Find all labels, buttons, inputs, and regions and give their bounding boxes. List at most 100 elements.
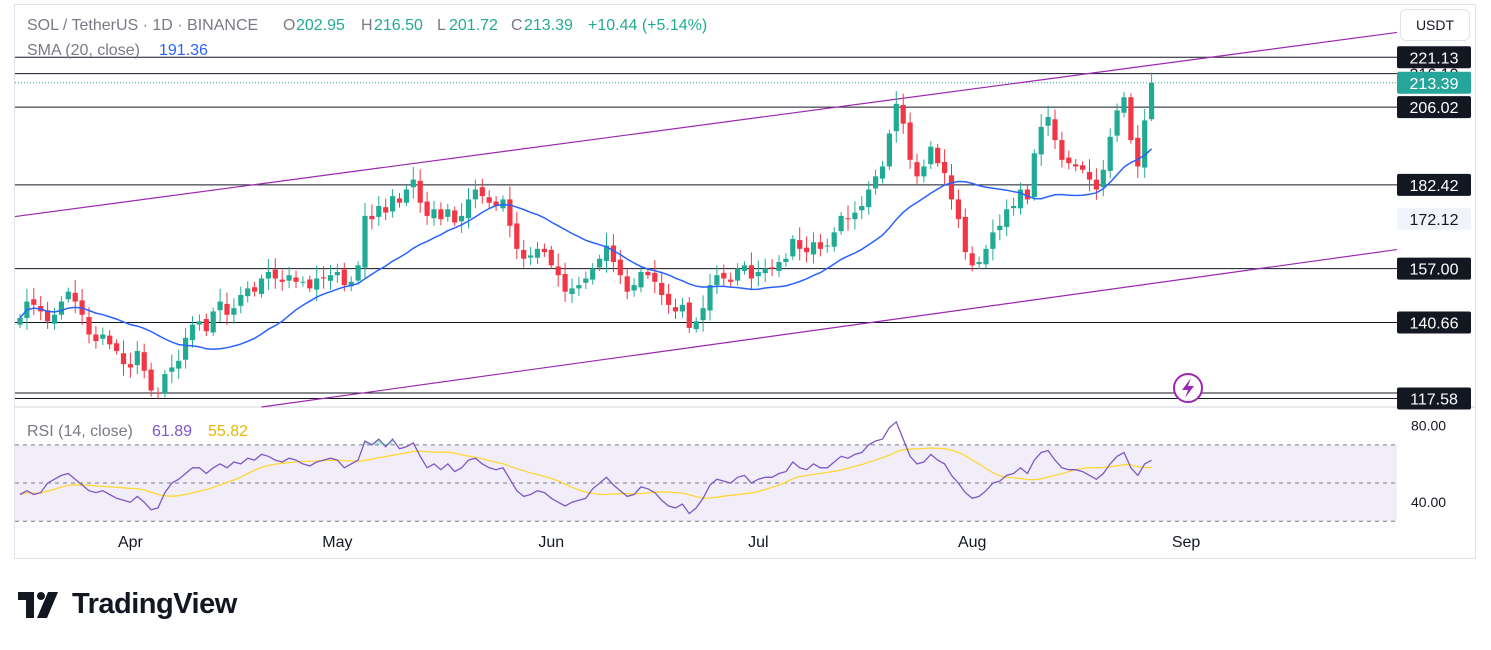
channel-lines bbox=[14, 31, 1398, 408]
candle-body bbox=[17, 318, 23, 325]
candle bbox=[327, 265, 334, 290]
candle bbox=[238, 286, 244, 314]
candle bbox=[217, 288, 223, 322]
candle bbox=[762, 258, 768, 282]
candle-body bbox=[735, 268, 741, 281]
candle-body bbox=[879, 166, 886, 179]
candle-body bbox=[272, 269, 278, 279]
candle-body bbox=[886, 133, 892, 167]
candle bbox=[479, 178, 485, 204]
candle bbox=[804, 236, 810, 263]
lightning-bolt-icon[interactable] bbox=[1173, 373, 1203, 403]
price-label-bg bbox=[1397, 71, 1471, 94]
candle-body bbox=[990, 232, 996, 249]
candle-body bbox=[410, 179, 416, 188]
candle-body bbox=[362, 215, 368, 268]
candle-body bbox=[431, 209, 437, 219]
candle-body bbox=[562, 274, 568, 292]
candle bbox=[583, 271, 589, 290]
candle bbox=[534, 241, 541, 264]
candle-body bbox=[279, 279, 285, 282]
candle bbox=[1149, 72, 1155, 122]
price-axis-label: 206.02 bbox=[1410, 100, 1459, 117]
candle-body bbox=[955, 199, 961, 220]
candle bbox=[348, 276, 354, 292]
candle-body bbox=[245, 288, 251, 297]
candle bbox=[424, 191, 430, 225]
candle-body bbox=[707, 285, 713, 311]
candle-body bbox=[162, 374, 168, 394]
candle bbox=[265, 259, 271, 291]
candle-body bbox=[804, 247, 810, 253]
candle bbox=[189, 316, 196, 348]
candle-body bbox=[769, 267, 775, 269]
price-axis-label: 140.66 bbox=[1410, 315, 1459, 332]
price-label-bg bbox=[1397, 46, 1471, 69]
candle-body bbox=[983, 248, 989, 265]
candle bbox=[1100, 159, 1106, 197]
price-axis-label: 221.13 bbox=[1410, 50, 1459, 67]
time-axis-label: Sep bbox=[1172, 534, 1201, 551]
ohlc-high-label: H bbox=[361, 17, 373, 34]
candle-body bbox=[969, 253, 975, 266]
candle bbox=[58, 296, 64, 320]
candle bbox=[45, 301, 51, 329]
candle bbox=[438, 202, 444, 226]
sma-layer bbox=[19, 148, 1153, 351]
candle bbox=[942, 149, 948, 185]
candle bbox=[417, 169, 423, 213]
candle-body bbox=[1128, 97, 1134, 141]
candle bbox=[755, 260, 761, 287]
candle bbox=[86, 307, 92, 344]
candle bbox=[879, 161, 886, 184]
candle-body bbox=[893, 103, 899, 132]
candle bbox=[493, 196, 499, 211]
candle-body bbox=[590, 268, 596, 280]
candle bbox=[528, 247, 534, 266]
candle-body bbox=[348, 281, 354, 287]
candle bbox=[203, 313, 209, 337]
candle bbox=[831, 226, 837, 252]
candle bbox=[231, 298, 237, 324]
candle bbox=[817, 233, 823, 257]
candle bbox=[617, 249, 623, 285]
candle bbox=[597, 254, 603, 272]
candle bbox=[396, 192, 403, 208]
candle-body bbox=[141, 352, 147, 371]
price-axis-label: 172.12 bbox=[1410, 212, 1459, 229]
candles[interactable] bbox=[17, 72, 1155, 399]
candle-body bbox=[58, 301, 64, 315]
tradingview-logo[interactable]: TradingView bbox=[18, 588, 237, 621]
candle bbox=[748, 252, 754, 291]
candle bbox=[555, 253, 561, 287]
price-axis-label: 213.39 bbox=[1410, 76, 1459, 93]
candle bbox=[314, 265, 320, 302]
candle bbox=[666, 283, 672, 314]
candle bbox=[769, 259, 775, 277]
candle bbox=[741, 261, 748, 275]
rsi-legend-label[interactable]: RSI (14, close) bbox=[27, 423, 133, 440]
candle bbox=[714, 265, 720, 294]
candle bbox=[514, 212, 520, 260]
candle-body bbox=[631, 285, 637, 291]
candle-body bbox=[1093, 179, 1099, 190]
candle-body bbox=[686, 302, 692, 328]
candle-body bbox=[286, 275, 292, 281]
price-label-bg bbox=[1397, 257, 1471, 280]
sma-legend-label[interactable]: SMA (20, close) bbox=[27, 42, 140, 59]
candle-body bbox=[776, 262, 782, 271]
candle bbox=[541, 243, 547, 258]
sma-legend-value: 191.36 bbox=[159, 42, 208, 59]
candle-body bbox=[942, 162, 948, 174]
candle bbox=[196, 314, 202, 331]
currency-button[interactable]: USDT bbox=[1400, 9, 1470, 41]
candle-body bbox=[1059, 140, 1065, 160]
candle bbox=[576, 276, 582, 296]
rsi-line bbox=[19, 420, 1152, 515]
candle bbox=[1080, 161, 1086, 174]
candle bbox=[258, 274, 265, 298]
candle-body bbox=[797, 240, 803, 249]
candle bbox=[873, 169, 879, 195]
candle-body bbox=[997, 225, 1003, 231]
